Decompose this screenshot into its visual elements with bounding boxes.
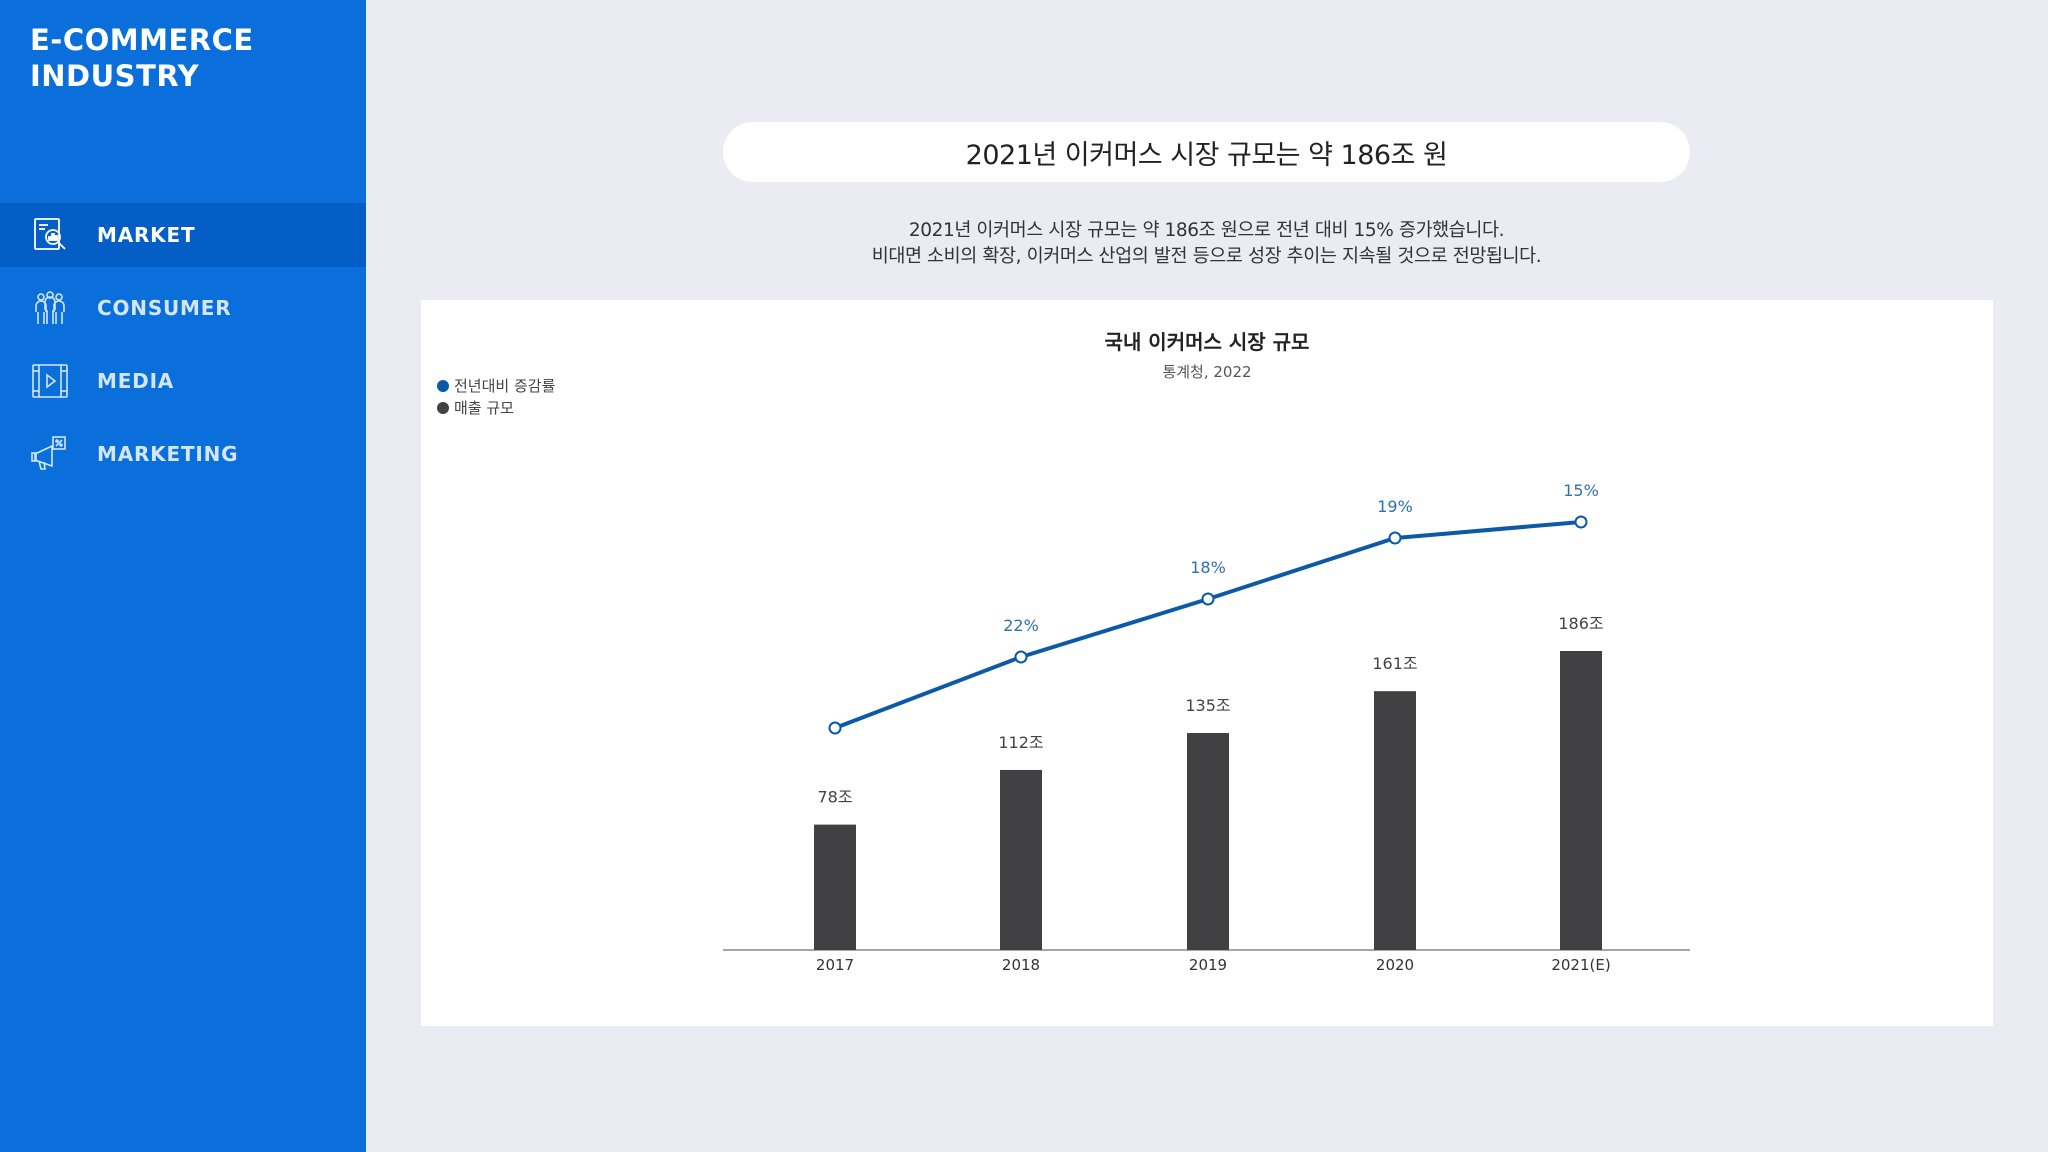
x-tick-label: 2018 [1002,956,1040,974]
chart-subtitle: 통계청, 2022 [1162,363,1251,381]
description: 2021년 이커머스 시장 규모는 약 186조 원으로 전년 대비 15% 증… [723,218,1690,270]
headline-text: 2021년 이커머스 시장 규모는 약 186조 원 [965,139,1448,171]
x-tick-label: 2020 [1376,956,1414,974]
growth-point [828,721,842,735]
legend-item-sales: 매출 규모 [437,397,555,419]
chart-title: 국내 이커머스 시장 규모 [1105,330,1310,354]
sidebar-item-label: MARKET [97,223,196,247]
growth-point [1201,592,1215,606]
legend-label-sales: 매출 규모 [454,399,514,417]
description-line-1: 2021년 이커머스 시장 규모는 약 186조 원으로 전년 대비 15% 증… [908,220,1505,241]
brand-logo: E-COMMERCE INDUSTRY [30,22,254,94]
x-tick-label: 2019 [1189,956,1227,974]
bar [1560,651,1602,950]
megaphone-icon [30,434,70,474]
sidebar-item-label: MEDIA [97,369,175,393]
growth-value-label: 19% [1377,497,1413,516]
legend-swatch-sales [437,402,449,414]
brand-line-1: E-COMMERCE [30,23,254,57]
description-line-2: 비대면 소비의 확장, 이커머스 산업의 발전 등으로 성장 추이는 지속될 것… [871,246,1542,267]
x-tick-label: 2017 [816,956,854,974]
sidebar-item-media[interactable]: MEDIA [0,349,366,413]
brand-line-2: INDUSTRY [30,59,200,93]
sidebar-item-consumer[interactable]: CONSUMER [0,276,366,340]
bar [1187,732,1229,950]
bar-value-label: 135조 [1185,696,1230,715]
video-player-icon [30,361,70,401]
sidebar-item-market[interactable]: MARKET [0,203,366,267]
sidebar-item-label: MARKETING [97,442,239,466]
sidebar-item-label: CONSUMER [97,296,232,320]
bar [814,824,856,950]
bar-value-label: 112조 [998,733,1043,752]
bar-value-label: 78조 [817,788,852,807]
growth-point [1574,515,1588,529]
sidebar: E-COMMERCE INDUSTRY MARKET [0,0,366,1152]
growth-value-label: 15% [1563,481,1599,500]
growth-value-label: 18% [1190,558,1226,577]
growth-point [1388,531,1402,545]
headline-pill: 2021년 이커머스 시장 규모는 약 186조 원 [723,122,1690,182]
chart-legend: 전년대비 증감률 매출 규모 [437,375,555,419]
bar [1374,691,1416,950]
growth-point [1014,650,1028,664]
legend-label-growth: 전년대비 증감률 [454,377,556,395]
legend-item-growth: 전년대비 증감률 [437,375,555,397]
bar [1000,769,1042,950]
growth-value-label: 22% [1003,616,1039,635]
market-report-icon [30,215,70,255]
sidebar-nav: MARKET CONSUMER [0,203,366,495]
x-tick-label: 2021(E) [1551,956,1610,974]
legend-swatch-growth [437,380,449,392]
people-group-icon [30,288,70,328]
bar-value-label: 186조 [1558,614,1603,633]
bar-value-label: 161조 [1372,654,1417,673]
sidebar-item-marketing[interactable]: MARKETING [0,422,366,486]
